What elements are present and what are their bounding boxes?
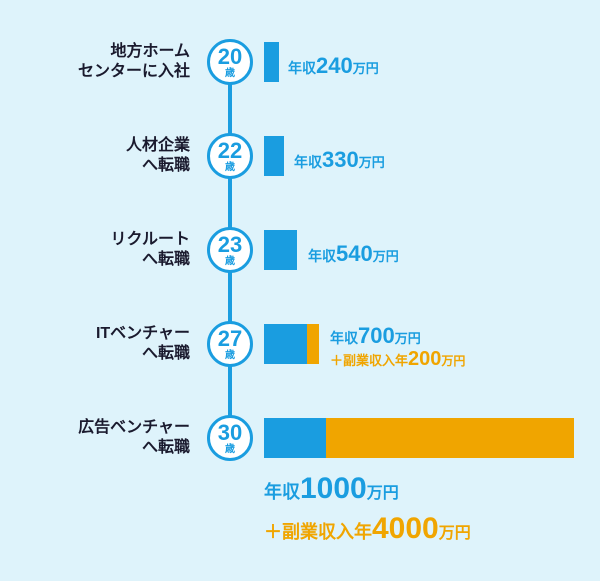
bar-side-income (307, 324, 319, 364)
milestone-label: 人材企業 へ転職 (18, 136, 190, 176)
income-text: 年収330万円 (294, 147, 385, 173)
income-bars (264, 42, 279, 82)
age-number: 22 (218, 140, 242, 162)
age-unit: 歳 (225, 351, 235, 361)
bar-primary-income (264, 42, 279, 82)
bar-primary-income (264, 418, 326, 458)
income-bars (264, 230, 297, 270)
age-number: 30 (218, 422, 242, 444)
milestone-row: リクルート へ転職 23歳 (0, 224, 600, 276)
milestone-label: ITベンチャー へ転職 (18, 324, 190, 364)
age-badge: 22歳 (207, 133, 253, 179)
milestone-row: ITベンチャー へ転職 27歳 (0, 318, 600, 370)
bar-side-income (326, 418, 574, 458)
milestone-label: 地方ホーム センターに入社 (18, 42, 190, 82)
bar-primary-income (264, 230, 297, 270)
age-badge: 20歳 (207, 39, 253, 85)
age-unit: 歳 (225, 69, 235, 79)
final-income-line: 年収1000万円 (264, 472, 471, 506)
income-text: 年収700万円 (330, 323, 421, 349)
income-text: 年収240万円 (288, 53, 379, 79)
milestone-label: リクルート へ転職 (18, 230, 190, 270)
age-badge: 30歳 (207, 415, 253, 461)
income-bars (264, 418, 574, 458)
side-income-text: ＋副業収入年200万円 (330, 348, 465, 371)
age-unit: 歳 (225, 257, 235, 267)
final-side-income-line: ＋副業収入年4000万円 (264, 512, 471, 546)
bar-primary-income (264, 136, 284, 176)
final-income-block: 年収1000万円 ＋副業収入年4000万円 (264, 472, 471, 546)
milestone-row: 広告ベンチャー へ転職 30歳 (0, 412, 600, 464)
age-unit: 歳 (225, 163, 235, 173)
milestone-label: 広告ベンチャー へ転職 (18, 418, 190, 458)
career-income-timeline: 地方ホーム センターに入社20歳年収240万円人材企業 へ転職22歳年収330万… (0, 0, 600, 581)
income-text: 年収540万円 (308, 241, 399, 267)
age-number: 27 (218, 328, 242, 350)
income-bars (264, 136, 284, 176)
bar-primary-income (264, 324, 307, 364)
age-badge: 23歳 (207, 227, 253, 273)
income-bars (264, 324, 319, 364)
age-number: 23 (218, 234, 242, 256)
age-unit: 歳 (225, 445, 235, 455)
age-badge: 27歳 (207, 321, 253, 367)
age-number: 20 (218, 46, 242, 68)
